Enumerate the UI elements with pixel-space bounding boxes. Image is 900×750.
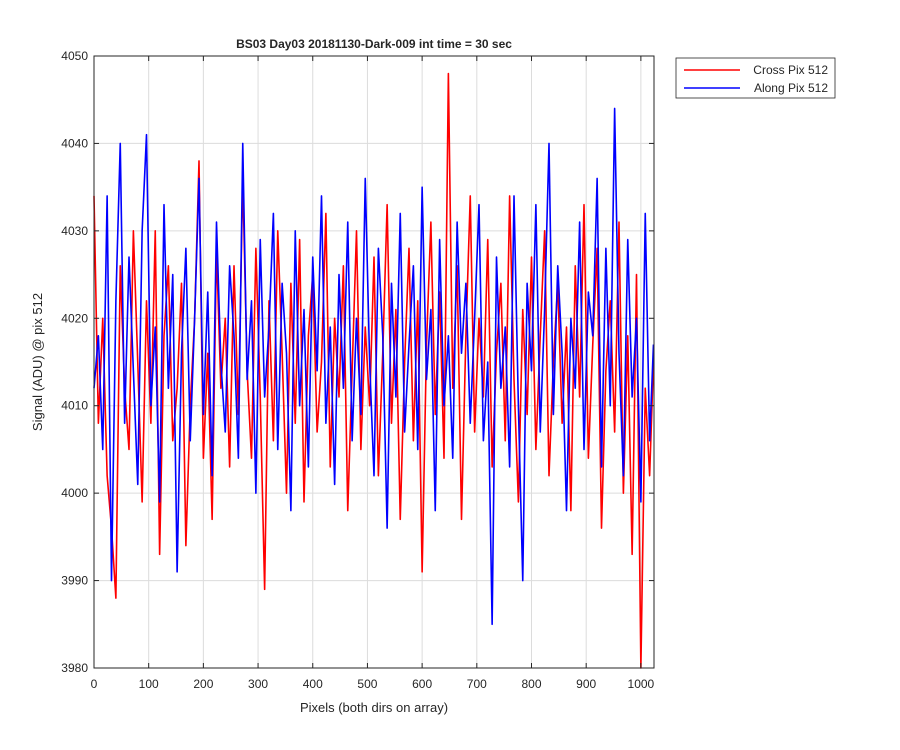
legend: Cross Pix 512 Along Pix 512 [675,57,836,99]
y-tick-label: 3990 [61,574,88,588]
legend-label: Cross Pix 512 [753,63,828,77]
y-tick-label: 4050 [61,49,88,63]
x-axis-label: Pixels (both dirs on array) [300,700,448,715]
y-tick-label: 3980 [61,661,88,675]
y-tick-label: 4030 [61,224,88,238]
x-tick-label: 200 [193,677,213,691]
y-tick-label: 4020 [61,311,88,325]
series-line [93,72,655,669]
series-line [93,107,655,626]
x-tick-label: 1000 [628,677,655,691]
x-tick-label: 500 [357,677,377,691]
x-tick-label: 0 [91,677,98,691]
x-tick-label: 300 [248,677,268,691]
y-axis-label: Signal (ADU) @ pix 512 [30,293,45,431]
legend-box [675,57,836,99]
y-tick-label: 4040 [61,136,88,150]
x-tick-label: 600 [412,677,432,691]
x-tick-label: 400 [303,677,323,691]
x-tick-label: 100 [139,677,159,691]
x-tick-label: 800 [521,677,541,691]
legend-label: Along Pix 512 [754,81,828,95]
x-tick-label: 900 [576,677,596,691]
y-tick-label: 4010 [61,399,88,413]
chart-title: BS03 Day03 20181130-Dark-009 int time = … [236,37,512,51]
axes-box [93,55,655,669]
ticks: 0 100 200 300 400 500 600 700 800 900 1000 3980 3990… [61,49,654,691]
lines [93,72,655,669]
y-tick-label: 4000 [61,486,88,500]
x-tick-label: 700 [467,677,487,691]
